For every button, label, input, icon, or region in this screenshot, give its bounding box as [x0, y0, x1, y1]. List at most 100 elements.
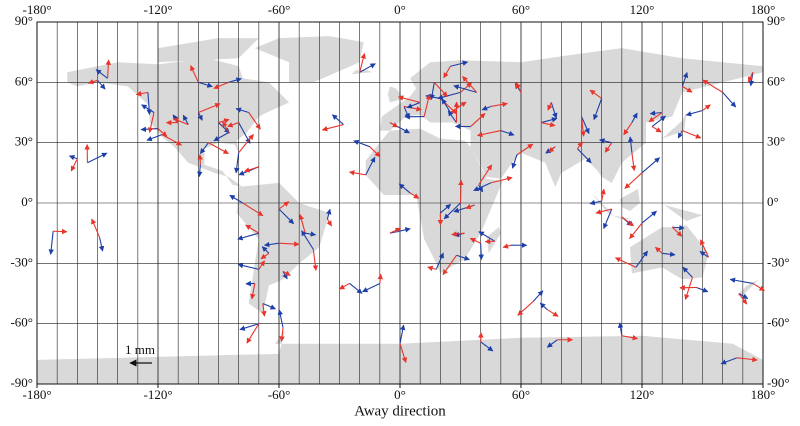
arrow	[720, 357, 737, 365]
lat-tick-label: 30°	[15, 134, 33, 149]
arrow	[462, 76, 478, 93]
arrow	[649, 110, 663, 116]
arrow	[546, 309, 559, 317]
arrow	[541, 121, 556, 128]
arrow	[580, 116, 590, 134]
lon-tick-label: -120°	[143, 387, 172, 402]
arrow	[182, 114, 189, 125]
landmass	[664, 205, 703, 222]
arrow	[326, 208, 332, 220]
lon-tick-label: -180°	[22, 387, 51, 402]
arrow	[614, 257, 637, 268]
arrow	[599, 138, 612, 144]
arrow	[477, 184, 484, 193]
landmass	[591, 192, 614, 216]
x-axis-title: Away direction	[354, 403, 446, 419]
landmass	[351, 70, 372, 75]
arrow	[630, 152, 637, 172]
arrow	[641, 210, 657, 224]
arrow	[437, 91, 461, 100]
arrow	[635, 250, 648, 268]
arrow	[433, 81, 448, 97]
arrow	[305, 231, 317, 237]
arrow	[250, 283, 256, 300]
arrow	[470, 113, 486, 127]
arrow	[738, 293, 749, 300]
arrow	[736, 356, 758, 363]
arrow	[648, 112, 663, 123]
arrow	[722, 92, 737, 108]
arrow	[198, 103, 221, 114]
arrow	[399, 343, 408, 364]
arrow	[135, 90, 149, 97]
arrow	[321, 124, 344, 132]
arrow	[301, 230, 314, 250]
arrow	[369, 146, 381, 158]
arrow	[699, 251, 709, 258]
arrow	[443, 65, 451, 79]
arrow	[478, 164, 493, 186]
arrow	[349, 283, 363, 294]
arrow	[298, 214, 306, 234]
arrow	[237, 232, 259, 241]
arrow	[199, 142, 209, 155]
arrow	[398, 183, 411, 194]
lon-tick-label: 0°	[394, 387, 406, 402]
lat-tick-label: 0°	[767, 194, 779, 209]
arrow	[423, 93, 431, 117]
arrow	[604, 142, 613, 153]
arrow	[197, 112, 203, 121]
arrow	[278, 208, 295, 225]
arrow	[389, 122, 399, 128]
arrow	[146, 134, 163, 142]
lat-tick-label: -90°	[767, 375, 790, 390]
arrow	[548, 146, 556, 153]
arrow	[480, 341, 494, 352]
scale-label: 1 mm	[125, 342, 155, 357]
arrow	[87, 79, 98, 85]
arrow	[515, 82, 522, 93]
arrow	[441, 98, 451, 113]
lon-tick-label: 180°	[751, 387, 776, 402]
arrow	[260, 252, 270, 260]
arrow	[696, 286, 709, 293]
landmass	[736, 279, 759, 296]
arrow	[161, 134, 182, 146]
arrow	[261, 246, 270, 254]
arrow	[98, 237, 105, 252]
arrow	[600, 188, 606, 202]
arrow	[458, 179, 464, 204]
arrow	[258, 260, 266, 270]
arrow	[589, 199, 602, 206]
arrow	[213, 81, 229, 90]
arrow	[278, 241, 300, 247]
arrow	[70, 158, 78, 172]
arrow	[621, 216, 634, 227]
arrow	[326, 218, 332, 227]
arrow	[91, 218, 101, 238]
arrow	[229, 194, 243, 204]
arrow	[263, 241, 280, 248]
arrow	[68, 155, 78, 161]
landmass	[629, 225, 709, 280]
arrow	[198, 81, 213, 88]
arrow	[140, 126, 159, 133]
arrow	[469, 237, 481, 244]
arrow	[147, 112, 155, 134]
arrow	[490, 101, 508, 108]
arrow	[450, 60, 469, 67]
arrow	[222, 121, 230, 133]
arrow	[627, 136, 634, 153]
arrow	[362, 282, 381, 293]
arrow	[279, 327, 285, 342]
arrow	[53, 228, 68, 235]
arrow	[672, 224, 685, 231]
arrow	[365, 156, 376, 176]
arrow	[577, 141, 583, 150]
arrow	[532, 290, 544, 302]
lat-tick-label: -30°	[10, 254, 33, 269]
arrow	[95, 69, 108, 79]
arrow	[593, 98, 603, 121]
graticule	[36, 21, 764, 385]
